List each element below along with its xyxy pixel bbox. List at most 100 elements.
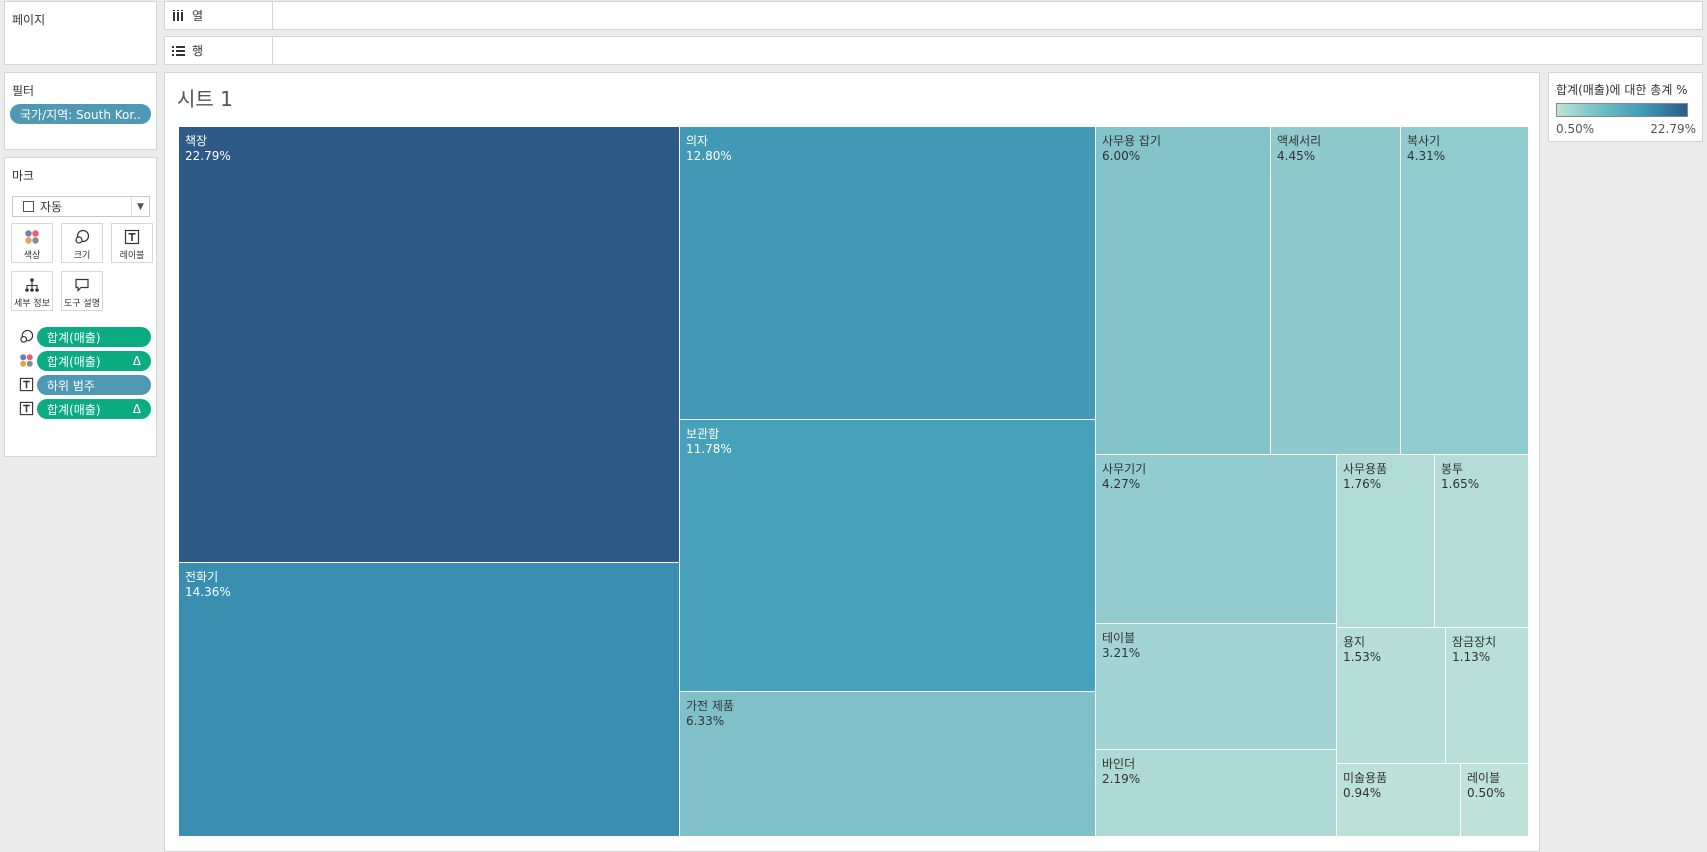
filter-pill-country[interactable]: 국가/지역: South Kor..: [10, 104, 151, 124]
delta-icon: Δ: [132, 354, 141, 368]
mark-type-dropdown[interactable]: 자동 ▼: [12, 196, 150, 217]
text-icon: [18, 400, 34, 416]
treemap-cell[interactable]: 의자 12.80%: [680, 127, 1096, 420]
treemap-cell[interactable]: 사무용 잡기 6.00%: [1096, 127, 1271, 455]
treemap-cell[interactable]: 사무용품 1.76%: [1337, 455, 1435, 628]
treemap-cell[interactable]: 보관함 11.78%: [680, 420, 1096, 692]
detail-button[interactable]: 세부 정보: [11, 271, 53, 311]
treemap-cell[interactable]: 바인더 2.19%: [1096, 750, 1337, 837]
text-icon: [18, 376, 34, 392]
legend-title: 합계(매출)에 대한 총계 %: [1556, 83, 1688, 97]
color-legend: 합계(매출)에 대한 총계 % 0.50% 22.79%: [1548, 72, 1703, 142]
mark-field-label: 합계(매출): [47, 354, 101, 369]
treemap-cell-value: 4.27%: [1102, 477, 1141, 491]
rows-shelf[interactable]: 행: [164, 36, 1703, 65]
treemap-cell-name: 보관함: [686, 427, 720, 441]
mark-field-subcategory[interactable]: 하위 범주: [37, 375, 151, 395]
legend-gradient: [1556, 103, 1688, 117]
detail-icon: [25, 278, 39, 292]
mark-field-label-sum[interactable]: 합계(매출) Δ: [37, 399, 151, 419]
treemap-cell-value: 1.65%: [1441, 477, 1480, 491]
treemap-cell-name: 미술용품: [1343, 771, 1388, 785]
treemap-cell-value: 1.76%: [1343, 477, 1382, 491]
columns-shelf-label: 열: [165, 2, 273, 29]
treemap-cell-value: 0.94%: [1343, 786, 1382, 800]
size-button-label: 크기: [73, 251, 91, 261]
treemap-cell[interactable]: 전화기 14.36%: [179, 563, 680, 837]
filters-panel: 필터 국가/지역: South Kor..: [4, 72, 157, 150]
treemap-cell-name: 가전 제품: [686, 699, 734, 713]
filters-title: 필터: [12, 84, 35, 98]
treemap-cell-name: 전화기: [185, 570, 219, 584]
rows-icon: [172, 45, 186, 56]
sheet-view: 시트 1 책장 22.79% 전화기 14.36% 의자 12.80% 보관함 11.78% 가…: [164, 72, 1540, 852]
marks-panel: 마크 자동 ▼ 색상 크기 레이블 세부 정보 도구 설명 합계(매출) 합계(…: [4, 157, 157, 457]
treemap-cell-name: 복사기: [1407, 134, 1441, 148]
treemap-cell-name: 의자: [686, 134, 709, 148]
treemap-cell-name: 레이블: [1467, 771, 1501, 785]
mark-field-color[interactable]: 합계(매출) Δ: [37, 351, 151, 371]
treemap-cell-value: 12.80%: [686, 149, 732, 163]
treemap-cell[interactable]: 가전 제품 6.33%: [680, 692, 1096, 837]
treemap-cell[interactable]: 복사기 4.31%: [1401, 127, 1529, 455]
treemap-cell-value: 22.79%: [185, 149, 231, 163]
square-icon: [23, 201, 34, 212]
columns-shelf[interactable]: 열: [164, 1, 1703, 30]
marks-title: 마크: [12, 169, 35, 183]
treemap-cell[interactable]: 액세서리 4.45%: [1271, 127, 1401, 455]
rows-label: 행: [192, 44, 204, 58]
tooltip-button[interactable]: 도구 설명: [61, 271, 103, 311]
legend-max: 22.79%: [1650, 122, 1696, 136]
treemap-cell-name: 액세서리: [1277, 134, 1322, 148]
treemap-cell-name: 봉투: [1441, 462, 1464, 476]
treemap-cell-value: 1.53%: [1343, 650, 1382, 664]
treemap-cell[interactable]: 봉투 1.65%: [1435, 455, 1529, 628]
sheet-title: 시트 1: [177, 87, 233, 111]
color-icon: [25, 230, 39, 244]
rows-drop-area[interactable]: [273, 37, 1702, 64]
treemap-cell-value: 1.13%: [1452, 650, 1491, 664]
columns-drop-area[interactable]: [273, 2, 1702, 29]
treemap-cell-name: 잠금장치: [1452, 635, 1497, 649]
rows-shelf-label: 행: [165, 37, 273, 64]
treemap-cell[interactable]: 미술용품 0.94%: [1337, 764, 1461, 837]
treemap-cell-value: 0.50%: [1467, 786, 1506, 800]
treemap-cell[interactable]: 책장 22.79%: [179, 127, 680, 563]
treemap-cell-name: 사무기기: [1102, 462, 1147, 476]
size-button[interactable]: 크기: [61, 223, 103, 263]
chevron-down-icon[interactable]: ▼: [131, 197, 149, 216]
color-icon: [18, 352, 34, 368]
treemap-cell[interactable]: 용지 1.53%: [1337, 628, 1446, 764]
treemap-cell-value: 4.31%: [1407, 149, 1446, 163]
treemap-cell-value: 11.78%: [686, 442, 732, 456]
treemap-cell-value: 3.21%: [1102, 646, 1141, 660]
mark-field-label: 하위 범주: [47, 378, 95, 393]
treemap-cell-value: 2.19%: [1102, 772, 1141, 786]
pages-title: 페이지: [12, 13, 46, 27]
columns-label: 열: [192, 9, 204, 23]
label-button-label: 레이블: [119, 251, 145, 261]
treemap-cell-name: 테이블: [1102, 631, 1136, 645]
legend-min: 0.50%: [1556, 122, 1595, 136]
tooltip-icon: [75, 278, 89, 292]
treemap-cell[interactable]: 잠금장치 1.13%: [1446, 628, 1529, 764]
mark-field-size[interactable]: 합계(매출): [37, 327, 151, 347]
detail-button-label: 세부 정보: [14, 299, 50, 309]
text-icon: [124, 229, 140, 245]
treemap-cell[interactable]: 테이블 3.21%: [1096, 624, 1337, 750]
treemap-cell-name: 사무용품: [1343, 462, 1388, 476]
treemap-cell-name: 책장: [185, 134, 208, 148]
mark-field-label: 합계(매출): [47, 330, 101, 345]
treemap-cell-name: 바인더: [1102, 757, 1136, 771]
label-button[interactable]: 레이블: [111, 223, 153, 263]
treemap-cell-name: 용지: [1343, 635, 1366, 649]
mark-type-value: 자동: [40, 200, 63, 214]
treemap-cell-value: 14.36%: [185, 585, 231, 599]
size-icon: [18, 328, 34, 344]
size-icon: [75, 229, 90, 244]
tooltip-button-label: 도구 설명: [64, 299, 100, 309]
treemap-cell[interactable]: 레이블 0.50%: [1461, 764, 1529, 837]
treemap: 책장 22.79% 전화기 14.36% 의자 12.80% 보관함 11.78% 가전 제품 6…: [179, 127, 1529, 837]
color-button[interactable]: 색상: [11, 223, 53, 263]
treemap-cell[interactable]: 사무기기 4.27%: [1096, 455, 1337, 624]
